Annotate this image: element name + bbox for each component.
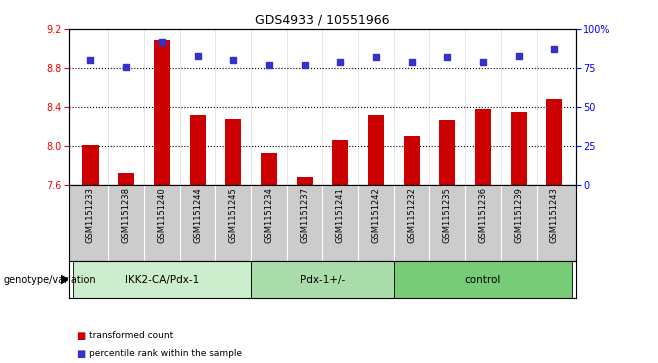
Bar bbox=[82, 145, 99, 185]
Point bbox=[86, 57, 96, 63]
Text: IKK2-CA/Pdx-1: IKK2-CA/Pdx-1 bbox=[125, 274, 199, 285]
Bar bbox=[332, 140, 348, 185]
Bar bbox=[251, 261, 393, 298]
Point bbox=[121, 64, 132, 69]
Point bbox=[299, 62, 310, 68]
Bar bbox=[368, 115, 384, 185]
Point bbox=[264, 62, 274, 68]
Bar bbox=[297, 177, 313, 185]
Point bbox=[192, 53, 203, 58]
Bar bbox=[261, 153, 277, 185]
Bar bbox=[154, 40, 170, 185]
Point bbox=[335, 59, 345, 65]
Point bbox=[513, 53, 524, 58]
Text: GSM1151241: GSM1151241 bbox=[336, 187, 345, 243]
Bar bbox=[403, 136, 420, 185]
Bar bbox=[225, 119, 241, 185]
Point bbox=[228, 57, 238, 63]
Text: ■: ■ bbox=[76, 331, 85, 341]
Bar bbox=[440, 120, 455, 185]
Text: GSM1151245: GSM1151245 bbox=[229, 187, 238, 243]
Text: GSM1151242: GSM1151242 bbox=[371, 187, 380, 243]
Bar bbox=[475, 109, 491, 185]
Text: genotype/variation: genotype/variation bbox=[3, 274, 96, 285]
Text: transformed count: transformed count bbox=[89, 331, 173, 340]
Text: GSM1151235: GSM1151235 bbox=[443, 187, 452, 243]
Text: GSM1151238: GSM1151238 bbox=[122, 187, 131, 244]
Text: ■: ■ bbox=[76, 349, 85, 359]
Bar bbox=[393, 261, 572, 298]
Text: GSM1151236: GSM1151236 bbox=[478, 187, 488, 244]
Bar bbox=[190, 115, 205, 185]
Title: GDS4933 / 10551966: GDS4933 / 10551966 bbox=[255, 13, 390, 26]
Polygon shape bbox=[61, 275, 68, 284]
Text: GSM1151244: GSM1151244 bbox=[193, 187, 202, 243]
Text: GSM1151237: GSM1151237 bbox=[300, 187, 309, 244]
Text: percentile rank within the sample: percentile rank within the sample bbox=[89, 350, 242, 358]
Bar bbox=[72, 261, 251, 298]
Point bbox=[549, 46, 559, 52]
Text: GSM1151232: GSM1151232 bbox=[407, 187, 416, 243]
Text: GSM1151233: GSM1151233 bbox=[86, 187, 95, 244]
Point bbox=[370, 54, 381, 60]
Bar bbox=[511, 112, 526, 185]
Text: control: control bbox=[465, 274, 501, 285]
Text: Pdx-1+/-: Pdx-1+/- bbox=[300, 274, 345, 285]
Text: GSM1151243: GSM1151243 bbox=[550, 187, 559, 243]
Text: GSM1151234: GSM1151234 bbox=[265, 187, 274, 243]
Bar bbox=[546, 99, 563, 185]
Text: GSM1151239: GSM1151239 bbox=[514, 187, 523, 243]
Text: GSM1151240: GSM1151240 bbox=[157, 187, 166, 243]
Point bbox=[407, 59, 417, 65]
Point bbox=[442, 54, 453, 60]
Bar bbox=[118, 174, 134, 185]
Point bbox=[157, 38, 167, 44]
Point bbox=[478, 59, 488, 65]
